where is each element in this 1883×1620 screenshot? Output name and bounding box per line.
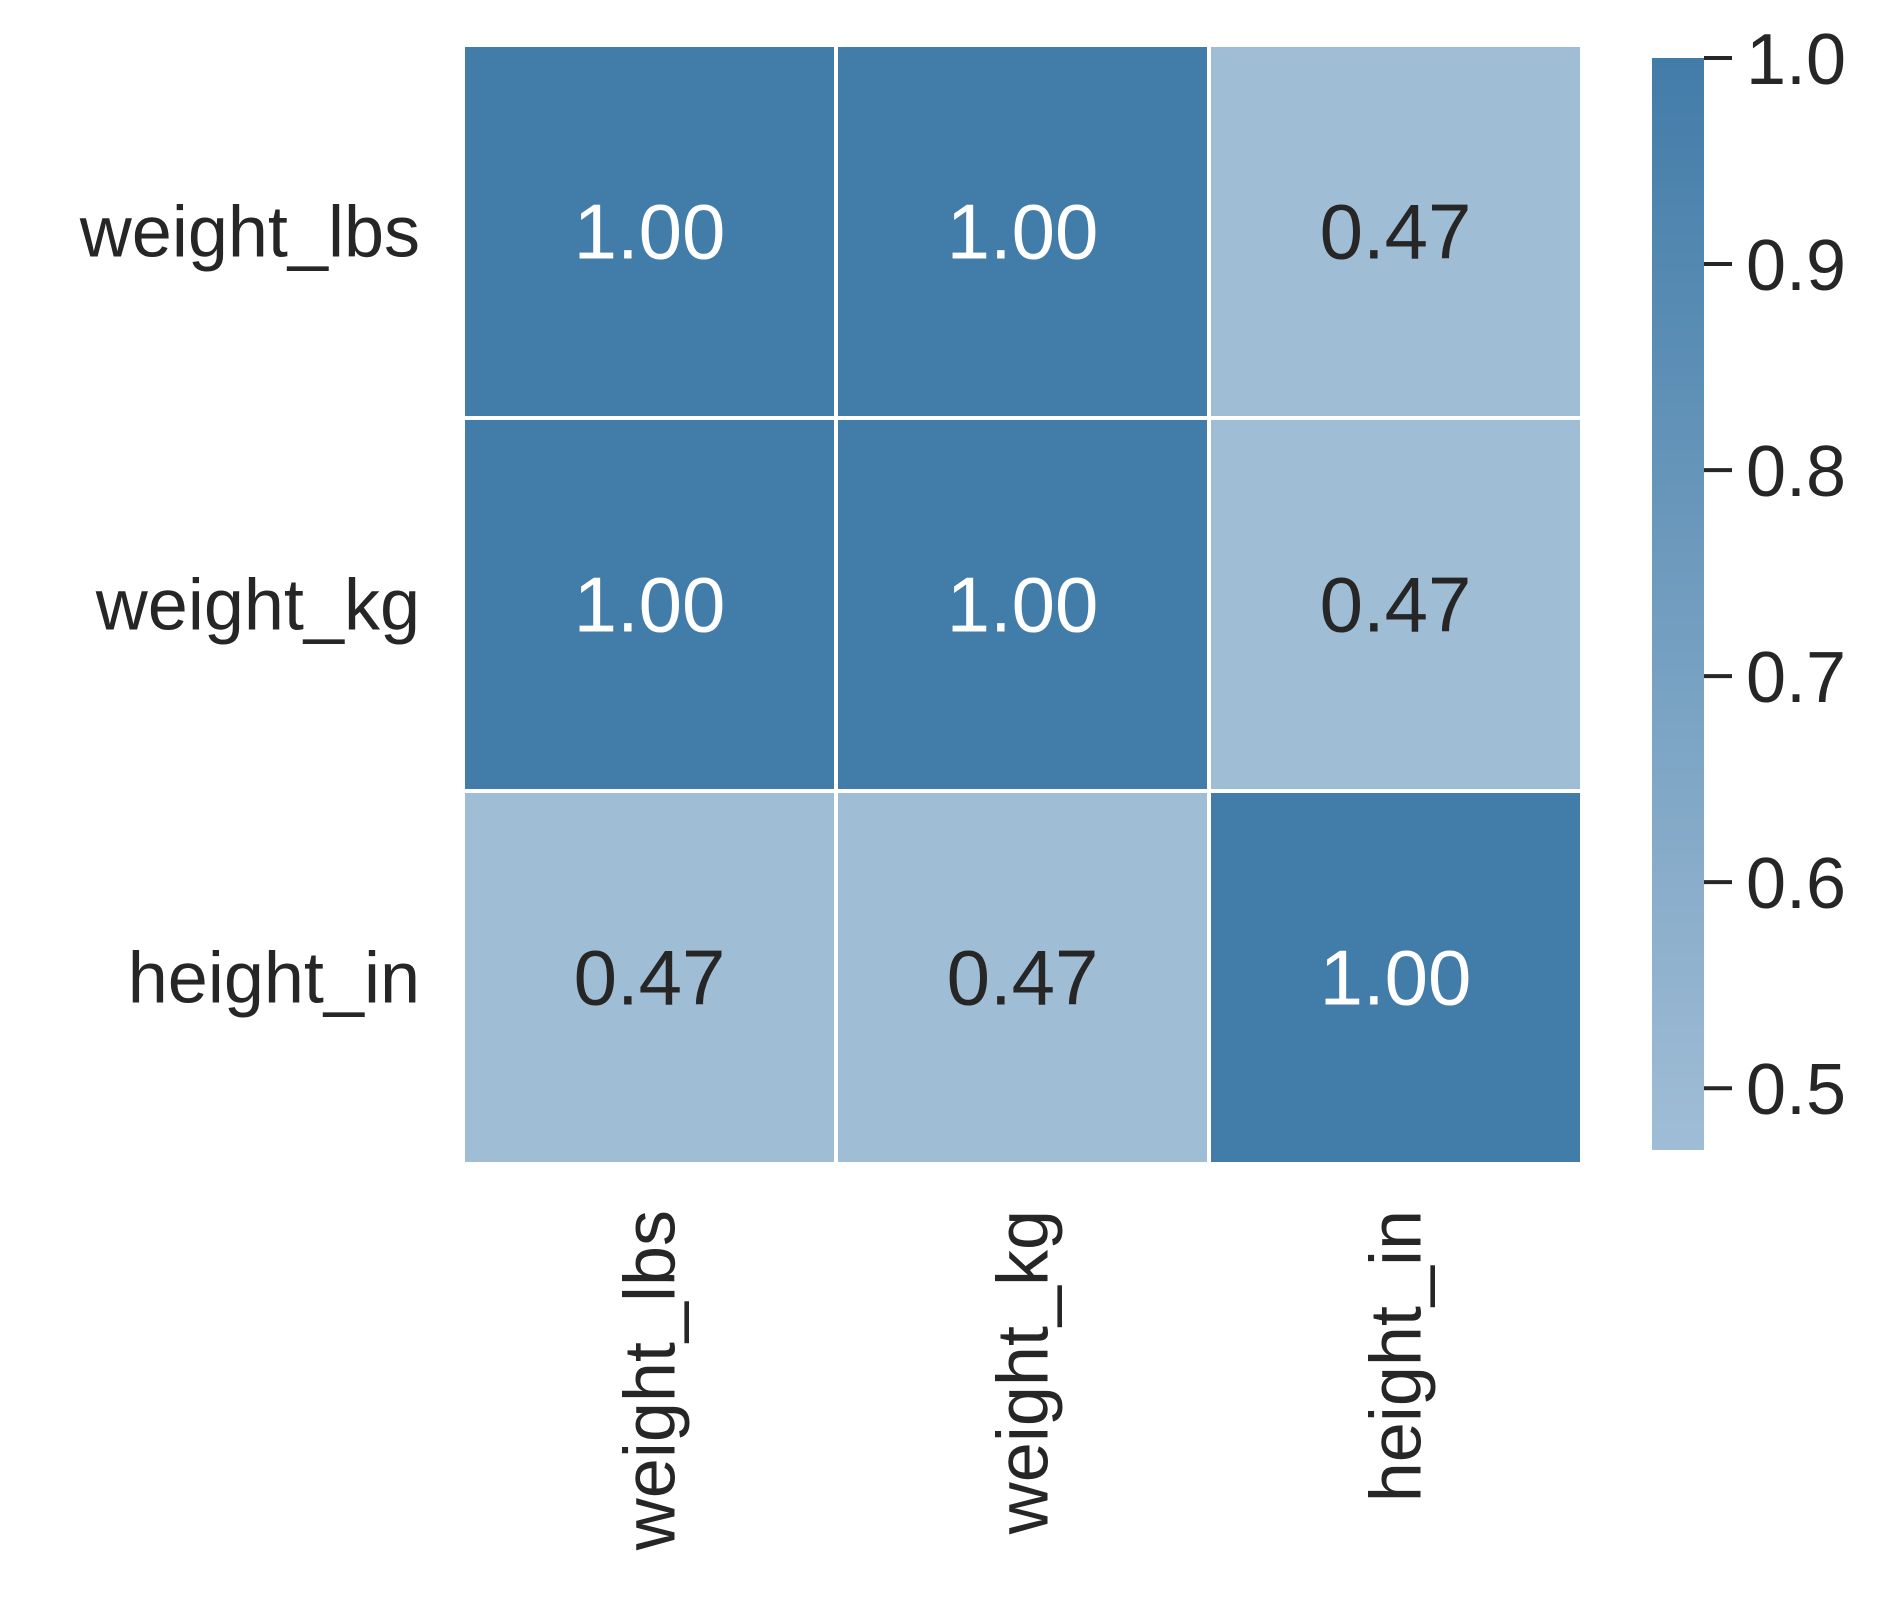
colorbar-tick-label: 0.8	[1746, 432, 1846, 512]
cell-value-label: 1.00	[574, 188, 726, 276]
row-label-weight_lbs: weight_lbs	[79, 193, 420, 273]
heatmap-cell-weight_lbs-height_in	[1207, 43, 1584, 420]
column-label-weight_lbs: weight_lbs	[611, 1210, 691, 1551]
heatmap-cell-height_in-weight_kg	[834, 789, 1211, 1166]
colorbar-tick-label: 0.7	[1746, 638, 1846, 718]
row-label-weight_kg: weight_kg	[95, 566, 420, 646]
column-label-height_in: height_in	[1357, 1210, 1437, 1502]
colorbar-gradient	[1652, 58, 1704, 1150]
colorbar: 0.5 0.6 0.7 0.8 0.9 1.0	[1652, 20, 1846, 1150]
row-tick-labels: weight_lbs weight_kg height_in	[79, 193, 420, 1019]
row-label-height_in: height_in	[128, 939, 420, 1019]
colorbar-tick-label: 0.6	[1746, 844, 1846, 924]
cell-value-label: 1.00	[947, 561, 1099, 649]
cell-value-label: 0.47	[574, 934, 726, 1022]
heatmap-cell-weight_lbs-weight_kg	[834, 43, 1211, 420]
heatmap-cell-weight_kg-weight_kg	[834, 416, 1211, 793]
heatmap-cell-weight_kg-height_in	[1207, 416, 1584, 793]
cell-value-label: 0.47	[1320, 188, 1472, 276]
colorbar-tick-label: 0.5	[1746, 1050, 1846, 1130]
colorbar-tick-label: 0.9	[1746, 226, 1846, 306]
cell-value-label: 0.47	[1320, 561, 1472, 649]
heatmap-cells: 1.00 1.00 0.47 1.00 1.00 0.47 0.47 0.47 1.00	[461, 43, 1584, 1166]
colorbar-tick-label: 1.0	[1746, 20, 1846, 100]
cell-value-label: 1.00	[947, 188, 1099, 276]
heatmap-cell-weight_kg-weight_lbs	[461, 416, 838, 793]
cell-value-label: 0.47	[947, 934, 1099, 1022]
heatmap-cell-weight_lbs-weight_lbs	[461, 43, 838, 420]
column-tick-labels: weight_lbs weight_kg height_in	[611, 1210, 1437, 1551]
cell-value-label: 1.00	[574, 561, 726, 649]
cell-value-label: 1.00	[1320, 934, 1472, 1022]
heatmap-cell-height_in-height_in	[1207, 789, 1584, 1166]
heatmap-cell-height_in-weight_lbs	[461, 789, 838, 1166]
column-label-weight_kg: weight_kg	[984, 1210, 1064, 1535]
